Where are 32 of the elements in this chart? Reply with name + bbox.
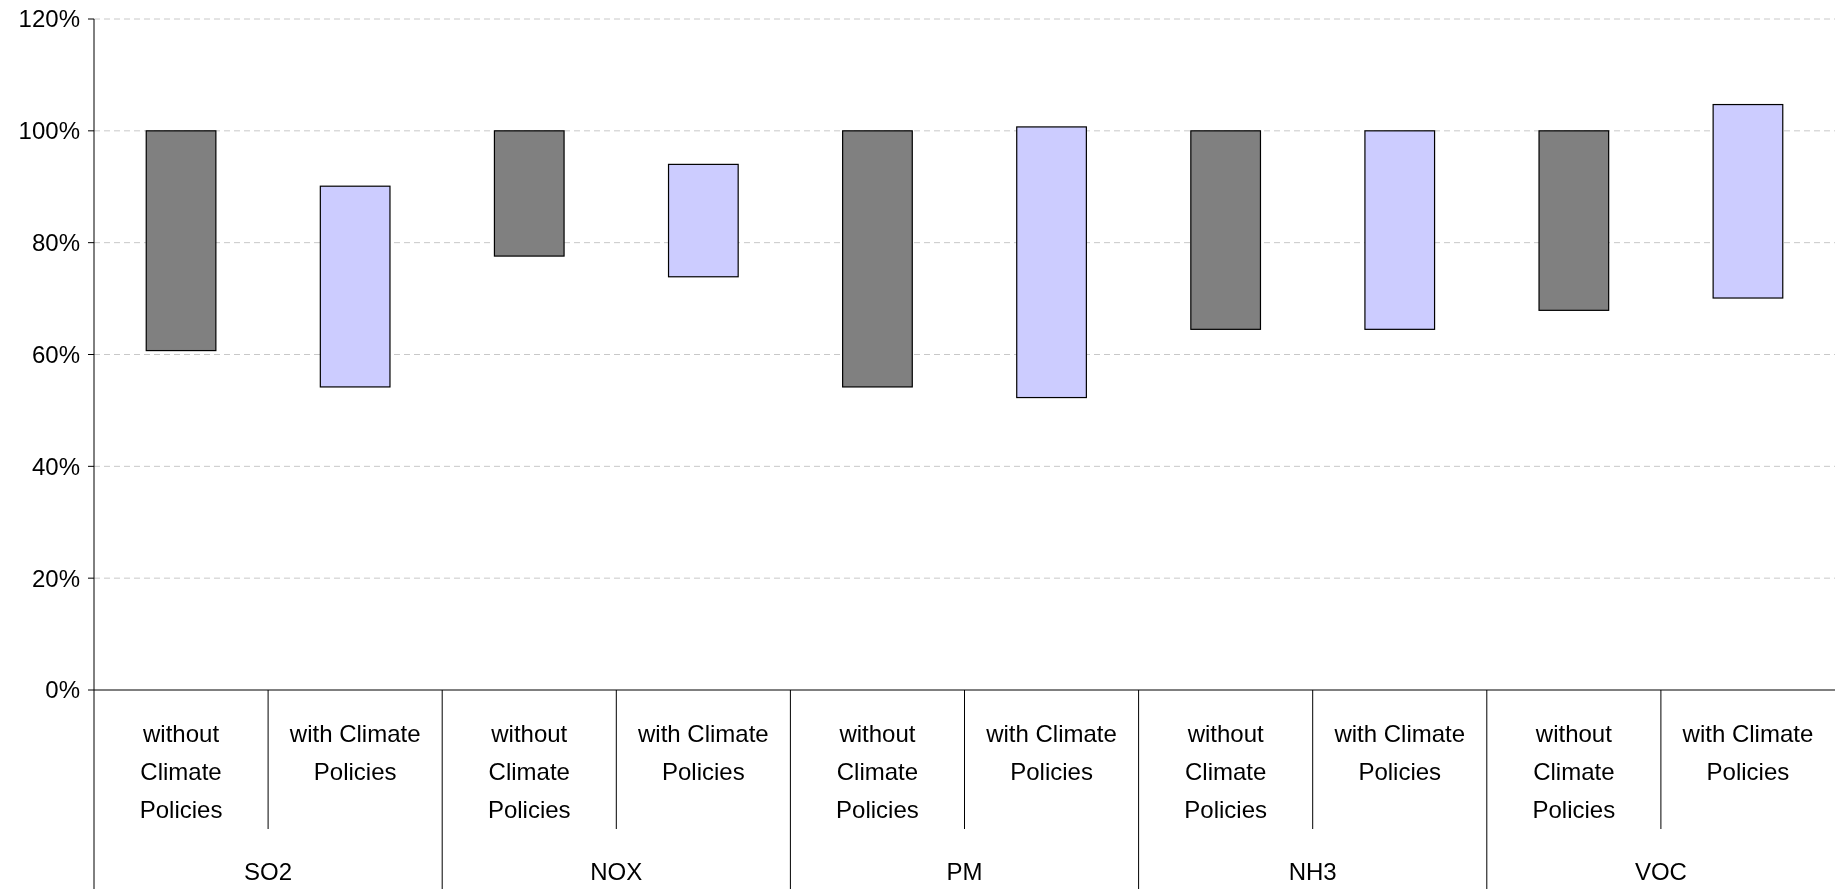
- x-tick-label: without Climate Policies: [139, 720, 223, 823]
- x-tick-label: with Climate Policies: [985, 720, 1117, 785]
- x-tick-label: with Climate Policies: [1333, 720, 1466, 785]
- y-tick-label: 120%: [18, 5, 80, 33]
- y-tick-label: 60%: [31, 340, 80, 368]
- bar: [319, 185, 391, 388]
- y-tick-label: 80%: [31, 229, 80, 257]
- bar: [145, 130, 217, 352]
- x-tick-label: without Climate Policies: [1184, 720, 1267, 823]
- y-tick-label: 40%: [31, 452, 80, 480]
- bar: [493, 130, 565, 257]
- x-tick-label: without Climate Policies: [487, 720, 571, 823]
- bar: [1712, 103, 1784, 299]
- x-tick-label: without Climate Policies: [1532, 720, 1616, 823]
- x-tick-label: with Climate Policies: [637, 720, 769, 785]
- x-tick-label: without Climate Policies: [836, 720, 919, 823]
- text: SO2: [244, 858, 293, 885]
- x-tick-label: with Climate Policies: [288, 720, 421, 785]
- y-tick-label: 0%: [45, 676, 80, 704]
- text: VOC: [1634, 858, 1687, 885]
- text: PM: [946, 858, 983, 885]
- bar: [842, 130, 913, 388]
- bar: [1538, 130, 1610, 311]
- bar: [1364, 130, 1436, 330]
- bar: [1016, 126, 1087, 399]
- y-tick-label: 20%: [31, 564, 80, 592]
- text: NOX: [590, 858, 643, 885]
- text: NH3: [1288, 858, 1337, 885]
- y-tick-label: 100%: [18, 117, 80, 145]
- x-tick-label: with Climate Policies: [1681, 720, 1814, 785]
- bar: [667, 163, 739, 278]
- bar: [1190, 130, 1262, 330]
